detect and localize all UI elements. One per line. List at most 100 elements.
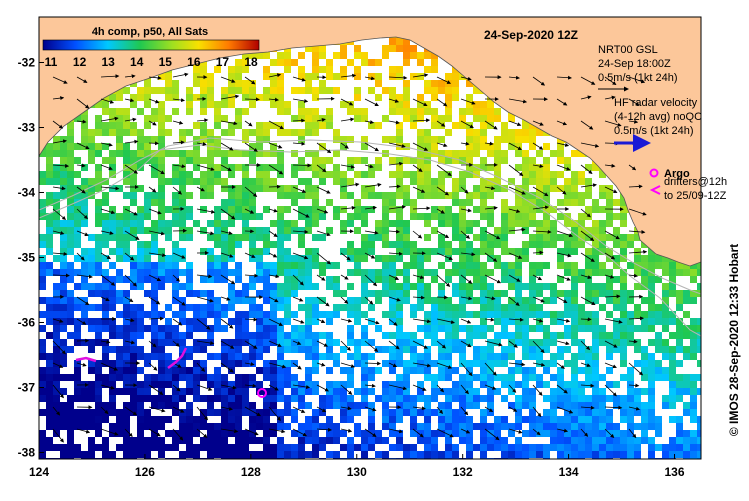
sst-cell — [291, 220, 298, 227]
sst-cell — [466, 339, 473, 346]
sst-cell — [578, 409, 585, 416]
sst-cell — [207, 87, 214, 94]
sst-cell — [333, 353, 340, 360]
sst-cell — [130, 122, 137, 129]
sst-cell — [480, 423, 487, 430]
sst-cell — [137, 206, 144, 213]
sst-cell — [60, 283, 67, 290]
sst-cell — [214, 171, 221, 178]
sst-cell — [312, 122, 319, 129]
sst-cell — [137, 227, 144, 234]
sst-cell — [102, 101, 109, 108]
sst-cell — [284, 318, 291, 325]
sst-cell — [347, 451, 354, 458]
gsl-time: 24-Sep 18:00Z — [598, 58, 671, 70]
sst-cell — [39, 234, 46, 241]
sst-cell — [648, 381, 655, 388]
sst-cell — [333, 73, 340, 80]
sst-cell — [214, 164, 221, 171]
sst-cell — [571, 444, 578, 451]
sst-cell — [641, 416, 648, 423]
sst-cell — [473, 374, 480, 381]
sst-cell — [116, 248, 123, 255]
sst-cell — [39, 367, 46, 374]
sst-cell — [536, 430, 543, 437]
sst-cell — [200, 171, 207, 178]
sst-cell — [137, 451, 144, 458]
sst-cell — [424, 290, 431, 297]
sst-cell — [501, 290, 508, 297]
sst-cell — [417, 192, 424, 199]
sst-cell — [270, 395, 277, 402]
x-tick-label: 124 — [29, 465, 49, 479]
sst-cell — [431, 108, 438, 115]
sst-cell — [235, 80, 242, 87]
sst-cell — [165, 262, 172, 269]
sst-cell — [277, 87, 284, 94]
sst-cell — [494, 150, 501, 157]
sst-cell — [165, 374, 172, 381]
sst-cell — [235, 395, 242, 402]
sst-cell — [417, 178, 424, 185]
sst-cell — [417, 423, 424, 430]
sst-cell — [67, 269, 74, 276]
sst-cell — [368, 423, 375, 430]
sst-cell — [333, 360, 340, 367]
sst-cell — [487, 150, 494, 157]
sst-cell — [501, 395, 508, 402]
sst-cell — [550, 283, 557, 290]
sst-cell — [459, 269, 466, 276]
sst-cell — [361, 388, 368, 395]
sst-cell — [508, 297, 515, 304]
sst-cell — [501, 325, 508, 332]
sst-cell — [522, 129, 529, 136]
sst-cell — [550, 444, 557, 451]
sst-cell — [333, 129, 340, 136]
sst-cell — [396, 220, 403, 227]
sst-cell — [88, 388, 95, 395]
sst-cell — [347, 59, 354, 66]
sst-cell — [158, 451, 165, 458]
sst-cell — [158, 255, 165, 262]
sst-cell — [214, 241, 221, 248]
sst-cell — [130, 199, 137, 206]
sst-cell — [81, 283, 88, 290]
sst-cell — [445, 437, 452, 444]
sst-cell — [438, 416, 445, 423]
colorbar-tick-label: 14 — [130, 55, 144, 69]
sst-cell — [172, 255, 179, 262]
sst-cell — [193, 346, 200, 353]
sst-cell — [151, 234, 158, 241]
sst-cell — [382, 311, 389, 318]
sst-cell — [354, 311, 361, 318]
sst-cell — [123, 150, 130, 157]
sst-cell — [263, 178, 270, 185]
sst-cell — [221, 395, 228, 402]
sst-cell — [53, 255, 60, 262]
sst-cell — [102, 444, 109, 451]
sst-cell — [396, 192, 403, 199]
sst-cell — [585, 451, 592, 458]
sst-cell — [361, 192, 368, 199]
sst-cell — [284, 297, 291, 304]
sst-cell — [473, 360, 480, 367]
sst-cell — [417, 185, 424, 192]
sst-cell — [298, 108, 305, 115]
sst-cell — [382, 45, 389, 52]
sst-cell — [431, 374, 438, 381]
sst-cell — [389, 87, 396, 94]
sst-cell — [515, 409, 522, 416]
sst-cell — [361, 367, 368, 374]
sst-cell — [214, 234, 221, 241]
sst-cell — [347, 101, 354, 108]
sst-cell — [417, 437, 424, 444]
sst-cell — [389, 38, 396, 45]
sst-cell — [431, 304, 438, 311]
sst-cell — [494, 353, 501, 360]
sst-cell — [123, 360, 130, 367]
sst-cell — [459, 395, 466, 402]
sst-cell — [249, 94, 256, 101]
sst-cell — [277, 241, 284, 248]
sst-cell — [193, 157, 200, 164]
sst-cell — [74, 297, 81, 304]
